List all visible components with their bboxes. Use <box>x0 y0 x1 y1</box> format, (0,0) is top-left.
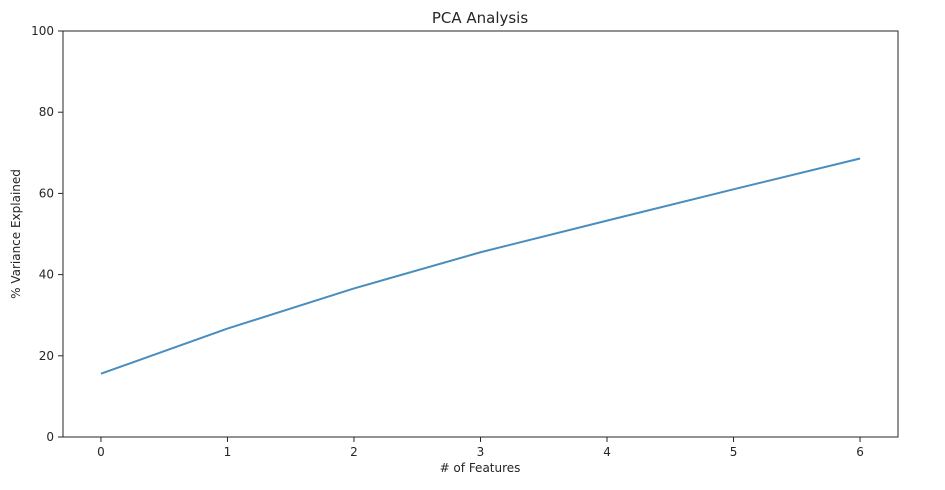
x-tick-label: 2 <box>350 445 358 459</box>
y-tick-label: 100 <box>31 24 54 38</box>
x-tick-label: 0 <box>97 445 105 459</box>
series-line <box>100 157 861 375</box>
x-tick-label: 5 <box>730 445 738 459</box>
y-tick-label: 60 <box>39 186 54 200</box>
data-point <box>606 220 608 222</box>
y-axis-label: % Variance Explained <box>9 169 23 299</box>
x-tick-label: 3 <box>477 445 485 459</box>
x-axis-label: # of Features <box>440 461 521 475</box>
data-point <box>859 157 861 159</box>
y-tick-label: 80 <box>39 105 54 119</box>
data-point <box>100 373 102 375</box>
data-point <box>353 287 355 289</box>
y-tick-label: 0 <box>46 430 54 444</box>
x-tick-label: 1 <box>224 445 232 459</box>
y-tick-label: 40 <box>39 268 54 282</box>
data-point <box>226 328 228 330</box>
data-point <box>733 188 735 190</box>
plot-frame <box>62 30 899 438</box>
x-tick-label: 6 <box>856 445 864 459</box>
chart-title: PCA Analysis <box>432 9 529 27</box>
data-point <box>480 251 482 253</box>
y-tick-label: 20 <box>39 349 54 363</box>
x-tick-label: 4 <box>603 445 611 459</box>
